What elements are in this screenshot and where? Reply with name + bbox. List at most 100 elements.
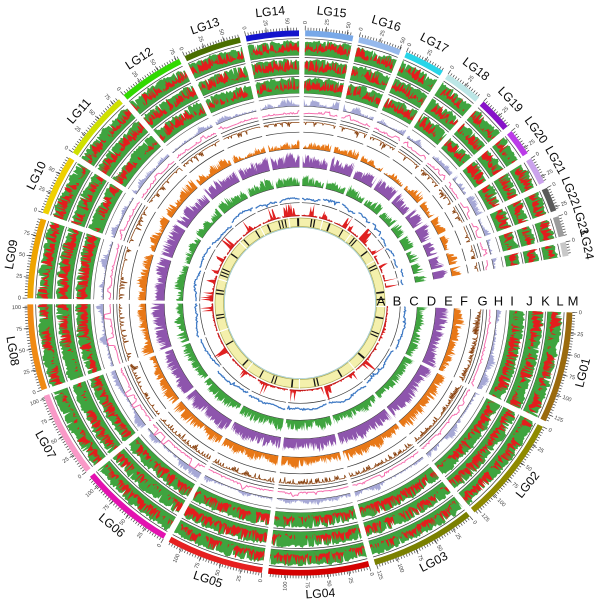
svg-text:100: 100	[12, 305, 21, 311]
svg-text:25: 25	[528, 139, 536, 147]
svg-text:75: 75	[102, 504, 111, 513]
svg-text:25: 25	[536, 446, 544, 454]
svg-text:75: 75	[102, 93, 111, 102]
svg-text:0: 0	[77, 474, 83, 481]
svg-text:25: 25	[16, 273, 23, 280]
svg-text:0: 0	[535, 151, 541, 158]
svg-text:25: 25	[379, 30, 387, 38]
svg-text:50: 50	[524, 464, 532, 472]
svg-text:25: 25	[62, 456, 70, 464]
svg-text:LG15: LG15	[316, 3, 347, 20]
svg-text:LG08: LG08	[3, 335, 22, 367]
svg-text:25: 25	[261, 20, 268, 27]
svg-text:125: 125	[553, 415, 564, 424]
svg-text:50: 50	[50, 438, 58, 446]
svg-text:LG24: LG24	[577, 229, 597, 261]
svg-text:0: 0	[449, 65, 456, 71]
svg-text:0: 0	[33, 207, 38, 214]
svg-text:0: 0	[407, 42, 414, 47]
svg-text:50: 50	[87, 109, 96, 118]
svg-text:0: 0	[564, 211, 569, 218]
svg-text:50: 50	[47, 166, 55, 174]
svg-text:25: 25	[546, 169, 554, 177]
svg-text:125: 125	[480, 513, 491, 524]
svg-text:50: 50	[325, 580, 332, 587]
svg-text:25: 25	[236, 575, 243, 582]
svg-text:0: 0	[115, 86, 122, 92]
svg-text:L: L	[556, 294, 563, 309]
svg-text:0: 0	[471, 520, 478, 526]
svg-text:75: 75	[510, 482, 519, 491]
svg-text:25: 25	[560, 200, 568, 208]
svg-text:0: 0	[515, 123, 521, 130]
svg-text:I: I	[510, 294, 514, 309]
svg-text:75: 75	[568, 374, 575, 381]
svg-text:75: 75	[23, 230, 30, 237]
svg-text:75: 75	[304, 582, 310, 588]
svg-text:25: 25	[73, 126, 82, 134]
svg-text:25: 25	[426, 49, 434, 57]
svg-text:25: 25	[347, 577, 354, 584]
svg-text:100: 100	[496, 498, 507, 509]
svg-text:100: 100	[561, 395, 572, 404]
svg-text:0: 0	[156, 543, 163, 549]
svg-text:100: 100	[282, 581, 288, 590]
svg-text:50: 50	[400, 37, 408, 45]
svg-text:C: C	[409, 294, 418, 309]
svg-text:75: 75	[16, 326, 23, 333]
svg-text:0: 0	[368, 572, 375, 576]
svg-text:0: 0	[486, 93, 492, 99]
svg-text:25: 25	[467, 75, 475, 84]
svg-text:0: 0	[579, 310, 582, 316]
svg-text:0: 0	[177, 46, 184, 51]
svg-text:K: K	[541, 294, 550, 309]
svg-text:LG01: LG01	[572, 356, 593, 389]
svg-text:E: E	[444, 294, 453, 309]
svg-text:75: 75	[40, 419, 48, 427]
svg-text:100: 100	[85, 488, 96, 499]
svg-text:50: 50	[346, 22, 353, 29]
svg-text:LG14: LG14	[255, 3, 286, 20]
svg-text:G: G	[477, 294, 487, 309]
svg-text:LG04: LG04	[305, 585, 336, 601]
svg-text:50: 50	[148, 58, 156, 66]
svg-text:0: 0	[63, 145, 69, 152]
svg-text:50: 50	[18, 252, 25, 259]
svg-text:25: 25	[577, 332, 584, 339]
svg-text:50: 50	[215, 569, 223, 577]
svg-text:0: 0	[358, 27, 365, 31]
svg-text:J: J	[526, 294, 533, 309]
svg-text:0: 0	[240, 26, 246, 30]
svg-text:0: 0	[303, 21, 309, 24]
svg-text:0: 0	[18, 296, 21, 302]
svg-text:50: 50	[283, 18, 289, 24]
svg-text:50: 50	[119, 518, 128, 527]
svg-text:F: F	[460, 294, 468, 309]
svg-text:0: 0	[571, 237, 575, 244]
svg-text:B: B	[393, 294, 402, 309]
svg-text:0: 0	[547, 427, 552, 434]
svg-text:50: 50	[435, 544, 443, 552]
svg-text:0: 0	[32, 390, 37, 397]
svg-text:125: 125	[375, 570, 383, 581]
svg-text:50: 50	[217, 29, 224, 37]
svg-text:25: 25	[23, 369, 30, 376]
svg-text:0: 0	[258, 579, 264, 583]
svg-text:H: H	[494, 294, 503, 309]
svg-text:100: 100	[172, 553, 181, 564]
svg-text:A: A	[377, 294, 386, 309]
svg-text:100: 100	[29, 399, 40, 408]
svg-text:50: 50	[573, 353, 580, 360]
svg-text:25: 25	[502, 106, 511, 115]
svg-text:75: 75	[194, 562, 202, 570]
svg-text:25: 25	[130, 70, 138, 78]
svg-text:D: D	[427, 294, 436, 309]
svg-text:25: 25	[196, 35, 204, 43]
svg-text:25: 25	[324, 19, 331, 26]
svg-text:25: 25	[136, 531, 144, 539]
svg-text:75: 75	[416, 554, 424, 562]
svg-text:25: 25	[454, 533, 462, 541]
svg-text:50: 50	[19, 348, 26, 355]
svg-text:25: 25	[38, 186, 46, 194]
svg-text:M: M	[568, 294, 579, 309]
